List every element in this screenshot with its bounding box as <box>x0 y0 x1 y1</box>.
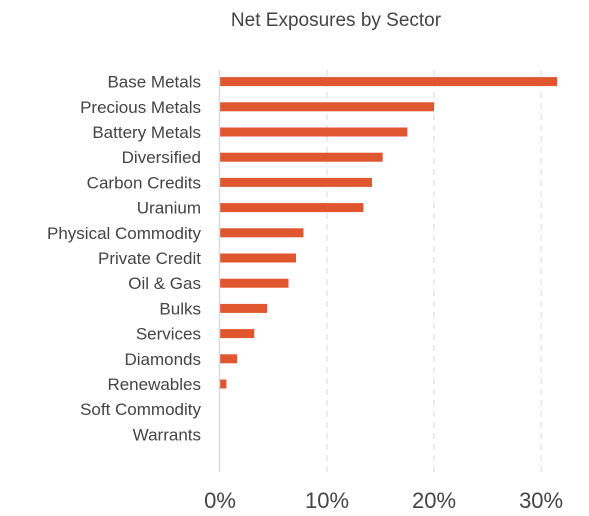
bar <box>220 253 296 263</box>
x-tick-label: 10% <box>305 488 349 513</box>
x-tick-labels: 0% 10% 20% 30% <box>204 488 563 513</box>
bar <box>220 152 383 162</box>
category-label: Precious Metals <box>80 98 201 117</box>
x-tick-label: 0% <box>204 488 236 513</box>
bar <box>220 379 227 389</box>
category-label: Diversified <box>122 148 201 167</box>
bar <box>220 102 435 112</box>
category-label: Physical Commodity <box>47 224 201 243</box>
category-label: Soft Commodity <box>80 400 201 419</box>
gridlines <box>326 70 542 472</box>
bars <box>220 77 558 389</box>
x-tick-label: 30% <box>519 488 563 513</box>
bar <box>220 77 558 87</box>
category-label: Private Credit <box>98 249 201 268</box>
category-label: Carbon Credits <box>87 173 201 192</box>
bar <box>220 303 268 313</box>
category-label: Base Metals <box>107 73 201 92</box>
x-tick-label: 20% <box>412 488 456 513</box>
category-label: Diamonds <box>124 350 201 369</box>
bar <box>220 228 304 238</box>
chart-title: Net Exposures by Sector <box>231 10 442 31</box>
category-label: Uranium <box>137 199 201 218</box>
bar <box>220 354 238 364</box>
category-label: Warrants <box>133 425 201 444</box>
bar <box>220 127 408 137</box>
bar <box>220 203 364 213</box>
category-label: Renewables <box>107 375 201 394</box>
bar <box>220 177 372 187</box>
category-label: Bulks <box>159 299 201 318</box>
category-label: Battery Metals <box>92 123 201 142</box>
bar <box>220 278 289 288</box>
bar <box>220 329 255 339</box>
category-label: Services <box>136 325 201 344</box>
category-label: Oil & Gas <box>128 274 201 293</box>
category-labels: Base Metals Precious Metals Battery Metals… <box>47 73 201 445</box>
